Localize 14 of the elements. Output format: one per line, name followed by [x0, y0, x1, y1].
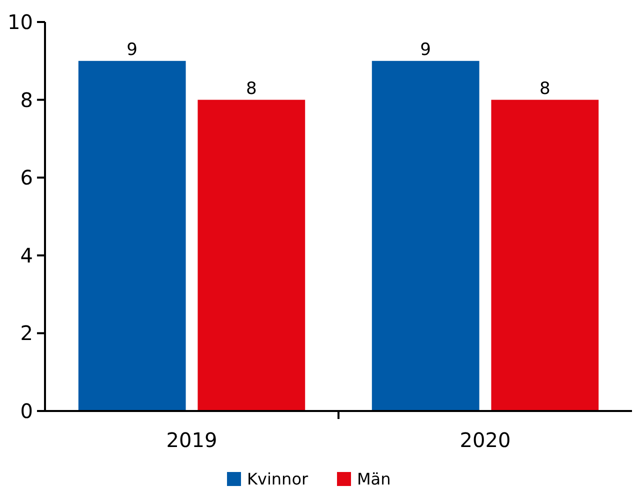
data-label: 9 [420, 40, 432, 60]
y-tick-label: 10 [8, 10, 33, 34]
data-label: 8 [246, 78, 257, 99]
y-tick-label: 4 [20, 243, 33, 268]
legend-label: Kvinnor [247, 470, 308, 488]
data-label: 8 [539, 78, 550, 99]
legend-label: Män [357, 470, 391, 488]
y-tick-label: 0 [20, 399, 33, 423]
data-label: 9 [126, 40, 138, 60]
y-tick-label: 8 [20, 88, 33, 112]
x-tick-label: 2019 [166, 428, 218, 452]
y-tick-label: 6 [20, 166, 33, 190]
y-tick-label: 2 [20, 321, 33, 346]
x-tick-label: 2020 [460, 428, 511, 452]
